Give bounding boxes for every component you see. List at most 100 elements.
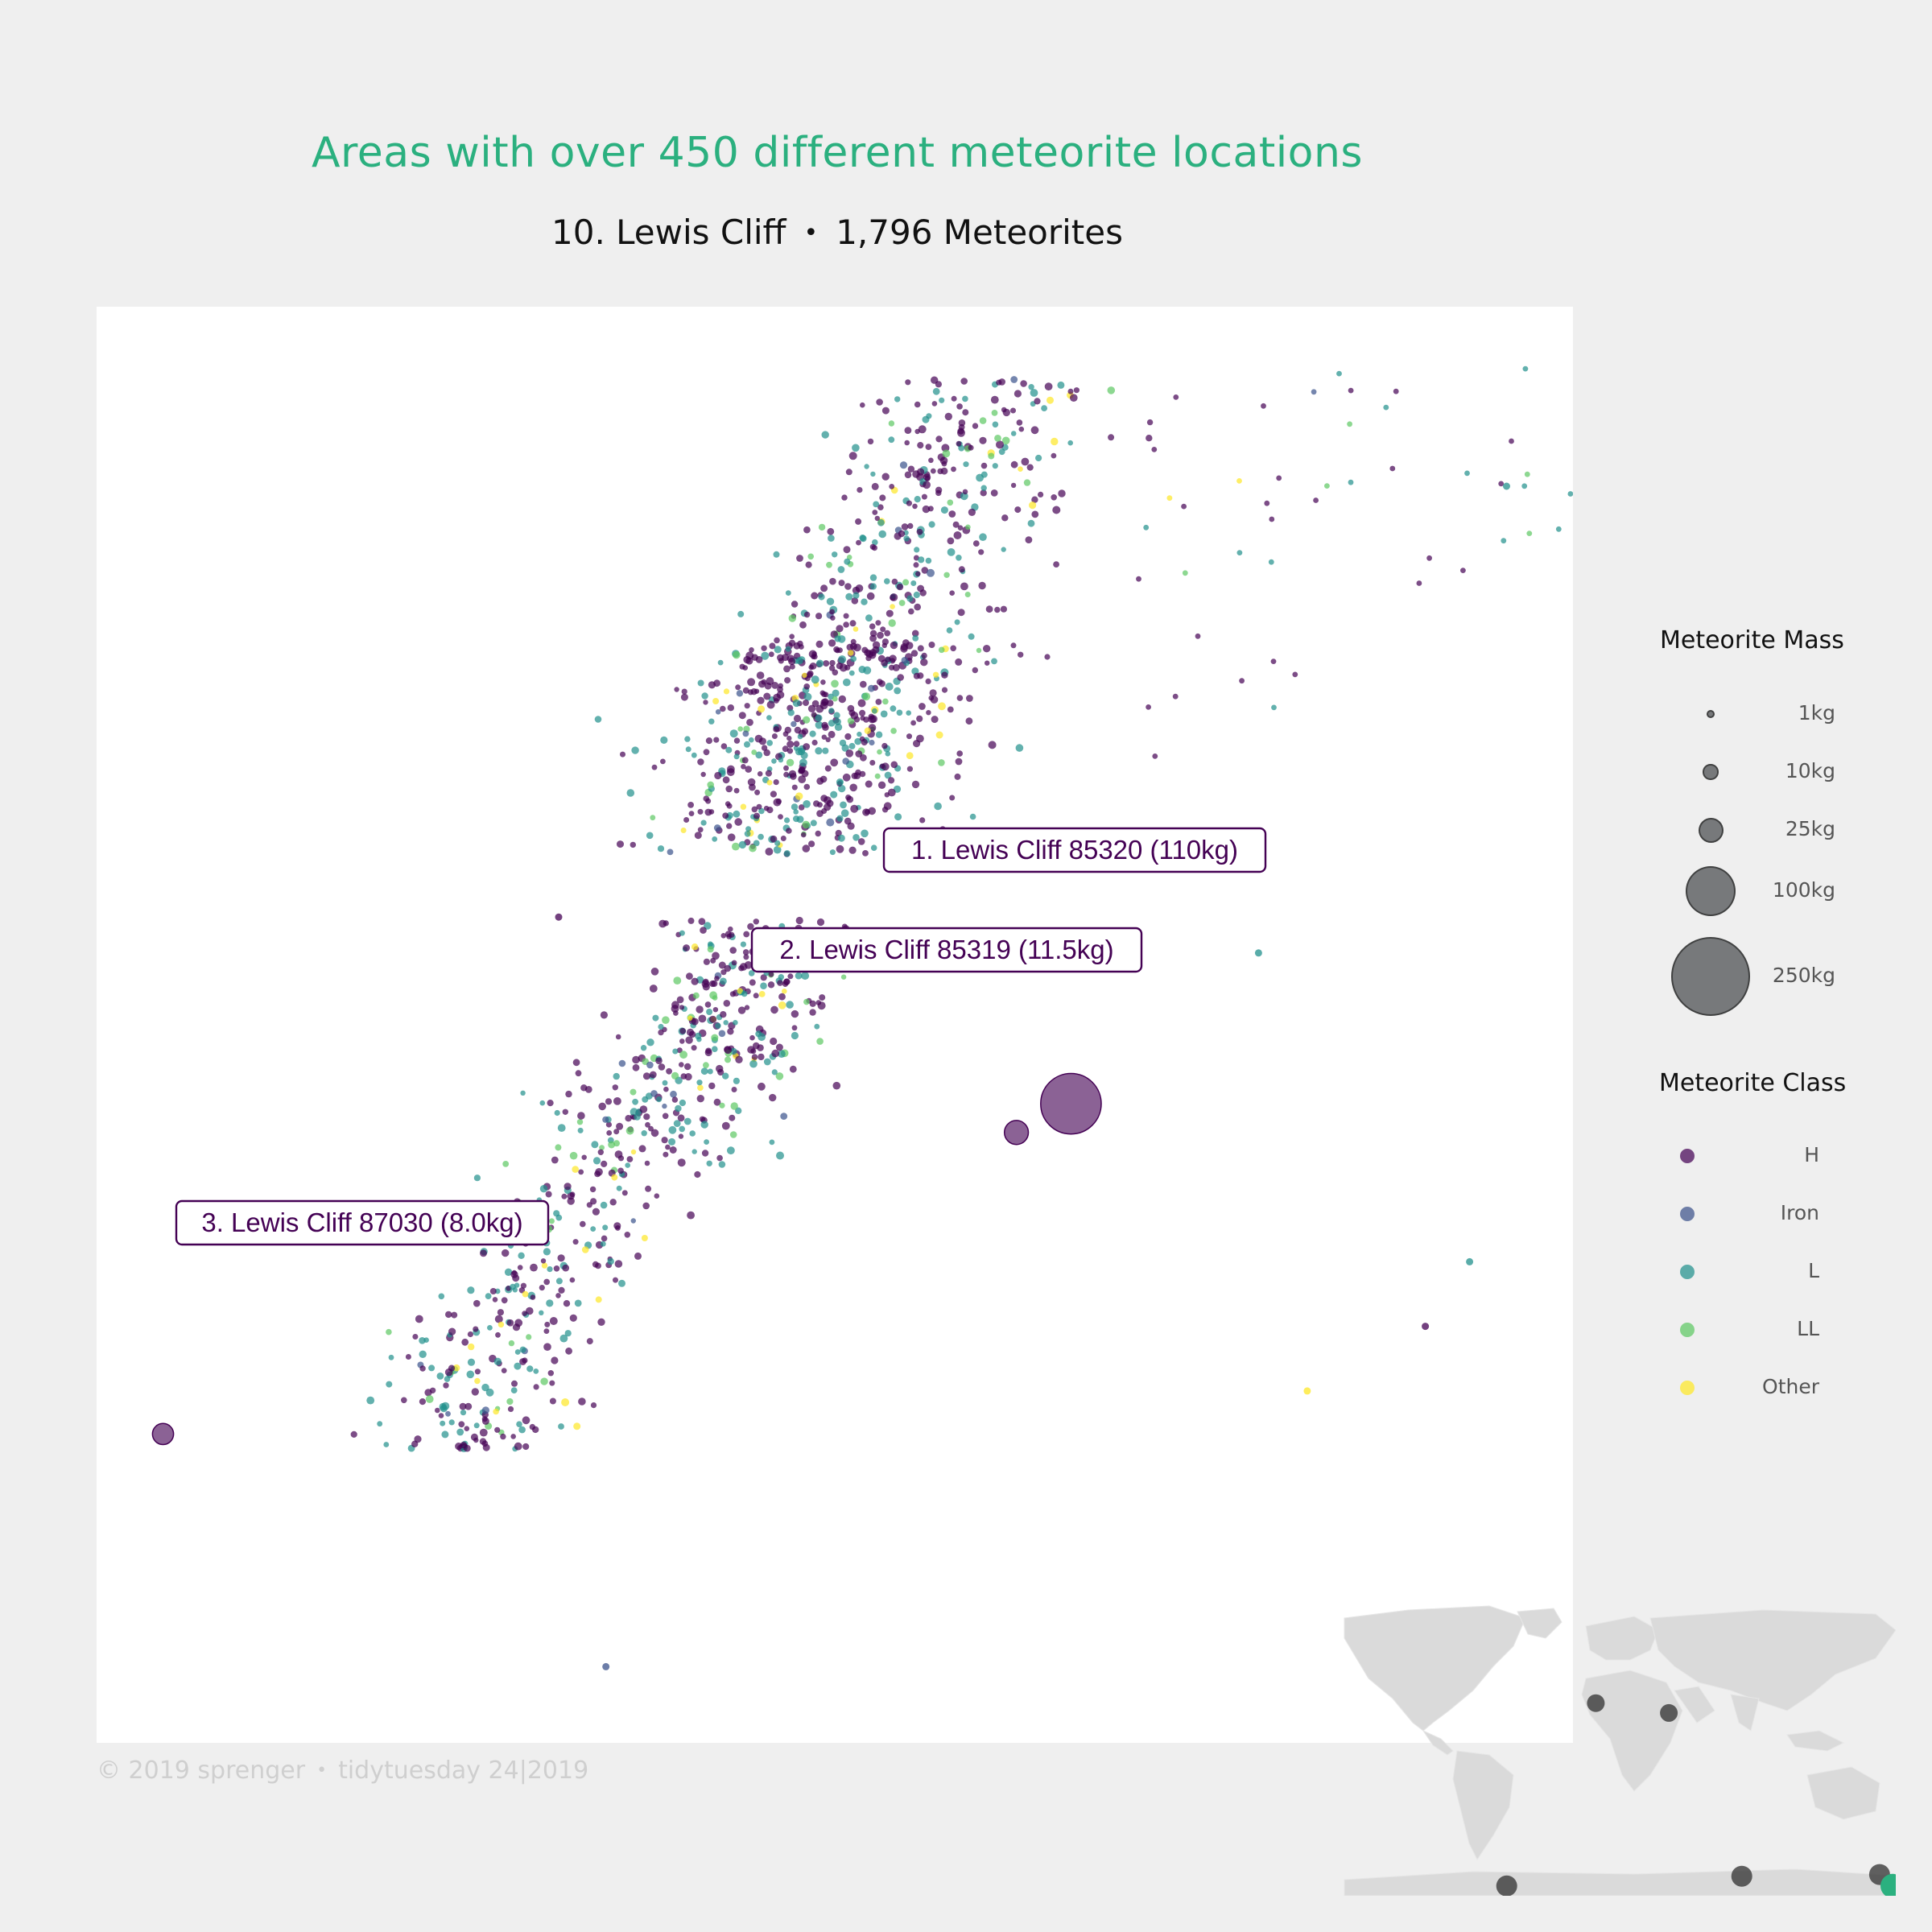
meteorite-point-h (1498, 481, 1505, 487)
meteorite-point-h (350, 1430, 357, 1438)
meteorite-point-h (742, 949, 749, 956)
meteorite-point-h (687, 917, 695, 924)
meteorite-point-l (753, 840, 760, 847)
meteorite-point-h (815, 704, 824, 713)
meteorite-point-l (852, 592, 860, 599)
meteorite-point-h (836, 625, 844, 633)
meteorite-point-l (555, 1278, 563, 1285)
meteorite-point-l (784, 817, 791, 824)
meteorite-point-h (613, 1129, 620, 1135)
meteorite-point-l (894, 396, 901, 402)
meteorite-point-h (688, 811, 695, 816)
meteorite-point-h (798, 804, 805, 811)
meteorite-point-l (956, 555, 962, 561)
meteorite-point-h (838, 580, 845, 587)
meteorite-point-h (757, 696, 765, 704)
meteorite-point-h (782, 745, 789, 753)
meteorite-point-h (1146, 704, 1151, 710)
meteorite-point-other (572, 1166, 579, 1173)
meteorite-point-h (718, 961, 726, 969)
meteorite-point-ll (938, 646, 945, 654)
legend-class-label: Other (1762, 1375, 1819, 1398)
meteorite-point-h (843, 546, 851, 554)
meteorite-point-h (829, 609, 835, 615)
meteorite-point-h (914, 428, 920, 435)
meteorite-point-l (564, 1330, 572, 1337)
meteorite-point-h (941, 460, 947, 467)
meteorite-point-h (886, 609, 894, 617)
meteorite-point-l (778, 1050, 786, 1058)
meteorite-point-l (520, 1090, 526, 1096)
meteorite-point-h (872, 641, 881, 649)
meteorite-point-h (697, 758, 704, 766)
meteorite-point-l (700, 819, 707, 826)
meteorite-point-h (868, 807, 876, 815)
meteorite-point-h (765, 848, 774, 856)
meteorite-point-l (837, 834, 845, 842)
meteorite-point-h (972, 423, 979, 429)
meteorite-point-l (518, 1426, 526, 1434)
meteorite-point-h (650, 968, 659, 976)
meteorite-point-iron (780, 1113, 788, 1120)
meteorite-point-h (729, 991, 737, 997)
meteorite-point-h (703, 749, 710, 756)
meteorite-point-l (894, 813, 902, 821)
meteorite-point-iron (791, 720, 797, 728)
meteorite-point-h (985, 605, 993, 613)
meteorite-point-h (590, 1198, 597, 1205)
meteorite-point-l (1567, 491, 1573, 497)
meteorite-point-h (704, 808, 712, 816)
meteorite-point-h (1018, 651, 1024, 658)
meteorite-point-h (907, 522, 914, 529)
meteorite-point-l (903, 535, 910, 542)
meteorite-point-h (860, 715, 865, 721)
meteorite-point-h (448, 1364, 456, 1372)
meteorite-point-h (1038, 491, 1044, 497)
meteorite-point-h (726, 768, 735, 777)
meteorite-point-h (563, 1300, 571, 1307)
meteorite-point-h (968, 508, 976, 516)
meteorite-point-h (1073, 387, 1080, 394)
meteorite-point-ll (608, 1141, 616, 1149)
meteorite-point-h (881, 638, 889, 646)
meteorite-point-ll (730, 1102, 738, 1110)
meteorite-point-h (494, 1315, 503, 1323)
meteorite-point-h (892, 663, 900, 671)
meteorite-point-iron (901, 657, 909, 664)
meteorite-point-h (720, 933, 727, 939)
meteorite-point-h (777, 686, 783, 693)
meteorite-point-h (815, 640, 824, 648)
meteorite-point-l (814, 1023, 820, 1030)
meteorite-point-h (662, 1113, 669, 1120)
meteorite-point-h (820, 698, 828, 707)
meteorite-point-l (914, 547, 920, 553)
meteorite-point-l (771, 1069, 778, 1075)
meteorite-point-ll (650, 815, 656, 821)
annotated-meteorite-point (1040, 1072, 1102, 1135)
meteorite-point-iron (667, 848, 674, 856)
meteorite-point-l (557, 1124, 566, 1132)
meteorite-point-l (691, 1149, 697, 1154)
meteorite-point-other (493, 1408, 499, 1415)
meteorite-point-h (749, 979, 756, 986)
meteorite-point-l (844, 558, 851, 565)
meteorite-point-l (792, 699, 801, 708)
meteorite-point-l (641, 1130, 647, 1137)
meteorite-point-l (861, 829, 869, 838)
meteorite-point-h (832, 1081, 841, 1090)
legend-mass-swatch (1686, 866, 1736, 916)
meteorite-point-h (756, 803, 762, 810)
meteorite-point-h (954, 773, 961, 780)
meteorite-point-h (533, 1384, 539, 1390)
meteorite-point-other (782, 989, 787, 994)
meteorite-point-ll (703, 1062, 709, 1069)
meteorite-point-ll (788, 614, 796, 622)
meteorite-point-h (405, 1354, 411, 1360)
meteorite-point-l (718, 1161, 726, 1168)
meteorite-point-l (428, 1364, 436, 1372)
meteorite-point-h (847, 704, 855, 712)
meteorite-point-l (646, 1038, 654, 1046)
meteorite-point-l (913, 591, 920, 599)
meteorite-point-ll (947, 499, 954, 506)
meteorite-point-h (549, 1397, 556, 1405)
